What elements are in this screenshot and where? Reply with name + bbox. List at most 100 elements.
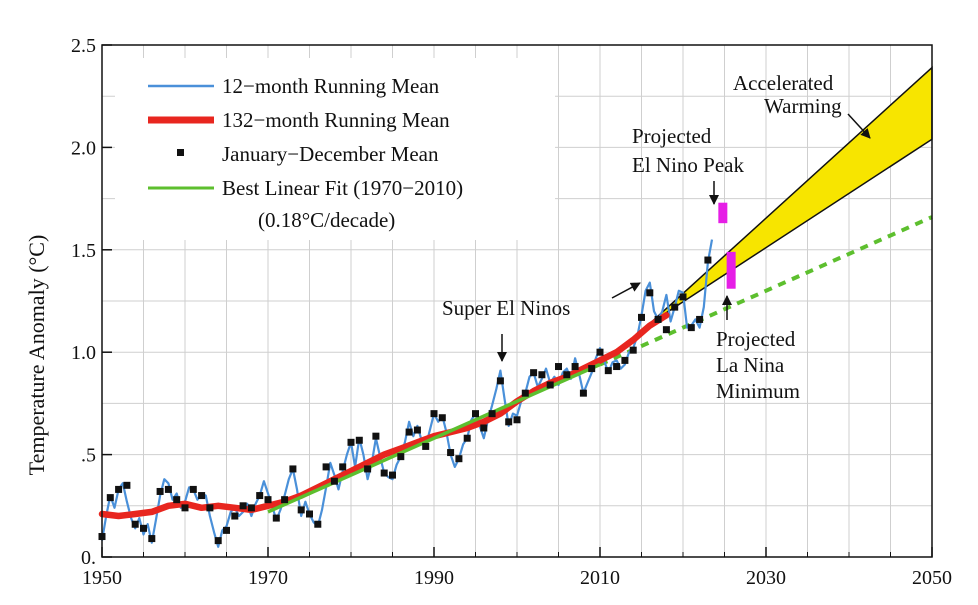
annual-point xyxy=(314,520,322,528)
projection-marker xyxy=(726,251,736,289)
annual-point xyxy=(422,442,430,450)
linear-projection-line xyxy=(599,215,933,367)
annual-point xyxy=(189,485,197,493)
annual-point xyxy=(596,348,604,356)
markers xyxy=(718,202,736,289)
arrow-accelerated xyxy=(847,113,871,139)
annual-point xyxy=(264,496,272,504)
annual-point xyxy=(463,434,471,442)
annual-point xyxy=(579,389,587,397)
annual-point xyxy=(405,428,413,436)
annual-point xyxy=(173,496,181,504)
annotation-la-nina-line3: Minimum xyxy=(716,379,800,403)
annual-point xyxy=(231,512,239,520)
annotation-accelerated-line1: Accelerated xyxy=(733,71,834,95)
annual-point xyxy=(198,492,206,500)
annual-point xyxy=(372,432,380,440)
y-tick-label: 1.0 xyxy=(71,342,96,364)
annual-point xyxy=(272,514,280,522)
annual-point xyxy=(297,506,305,514)
x-tick-label: 2010 xyxy=(580,567,620,589)
y-tick-label: 2.5 xyxy=(71,35,96,57)
annual-point xyxy=(687,324,695,332)
annual-point xyxy=(256,492,264,500)
legend: 12−month Running Mean 132−month Running … xyxy=(115,58,555,240)
annual-point xyxy=(513,416,521,424)
annual-point xyxy=(438,414,446,422)
annual-point xyxy=(480,424,488,432)
y-tick-label: .5 xyxy=(81,445,96,467)
annual-point xyxy=(115,485,123,493)
legend-label-running132: 132−month Running Mean xyxy=(222,108,450,132)
annual-point xyxy=(181,504,189,512)
annual-point xyxy=(289,465,297,473)
annotation-la-nina-line1: Projected xyxy=(716,327,796,351)
x-tick-label: 2030 xyxy=(746,567,786,589)
annual-point xyxy=(156,487,164,495)
y-tick-label: 0. xyxy=(81,547,96,569)
annual-point xyxy=(148,535,156,543)
annual-point xyxy=(704,256,712,264)
annual-point xyxy=(330,477,338,485)
annotations: Super El Ninos Projected El Nino Peak Pr… xyxy=(442,71,871,403)
annotation-el-nino-peak-line1: Projected xyxy=(632,124,712,148)
x-tick-label: 1950 xyxy=(82,567,122,589)
annotation-la-nina-line2: La Nina xyxy=(716,353,785,377)
annual-point xyxy=(654,315,662,323)
series-line-running12 xyxy=(100,239,714,548)
annual-point xyxy=(679,293,687,301)
annual-point xyxy=(206,504,214,512)
annual-point xyxy=(472,410,479,418)
legend-swatch-annual xyxy=(177,149,184,156)
y-tick-label: 1.5 xyxy=(71,240,96,262)
annual-point xyxy=(555,363,562,371)
annual-point xyxy=(281,496,289,504)
annual-point xyxy=(430,410,438,418)
projection-lines xyxy=(599,215,933,367)
legend-note: (0.18°C/decade) xyxy=(258,208,395,232)
annual-point xyxy=(389,471,396,479)
annual-point xyxy=(662,326,670,334)
projection-marker xyxy=(718,202,728,224)
annual-point xyxy=(455,455,463,463)
annual-point xyxy=(646,289,654,297)
annual-point xyxy=(638,313,645,321)
y-axis-label: Temperature Anomaly (°C) xyxy=(24,235,49,476)
legend-label-linear-fit: Best Linear Fit (1970−2010) xyxy=(222,176,463,200)
annual-point xyxy=(131,520,139,528)
x-tick-label: 2050 xyxy=(912,567,952,589)
annual-point xyxy=(123,481,131,489)
annual-point xyxy=(546,381,554,389)
annual-point xyxy=(629,346,637,354)
annual-point xyxy=(413,426,421,434)
annual-point xyxy=(447,449,455,457)
annotation-el-nino-peak-line2: El Nino Peak xyxy=(632,153,744,177)
y-tick-label: 2.0 xyxy=(71,137,96,159)
annual-point xyxy=(496,377,504,385)
annual-point xyxy=(488,410,496,418)
annual-point xyxy=(538,371,546,379)
series-layer xyxy=(98,239,714,548)
annual-point xyxy=(621,356,629,364)
annual-point xyxy=(214,537,222,545)
annual-point xyxy=(164,485,172,493)
annual-point xyxy=(521,389,529,397)
annotation-super-el-ninos: Super El Ninos xyxy=(442,296,570,320)
legend-label-annual: January−December Mean xyxy=(222,142,439,166)
annual-point xyxy=(347,438,355,446)
annual-point xyxy=(563,371,571,379)
series-line-linear-fit xyxy=(267,362,601,514)
x-tick-label: 1970 xyxy=(248,567,288,589)
annual-point xyxy=(247,504,255,512)
annual-point xyxy=(355,436,363,444)
annual-point xyxy=(505,418,513,426)
arrow-super-el-ninos-2016 xyxy=(611,282,641,299)
annual-point xyxy=(530,369,538,377)
x-tick-label: 1990 xyxy=(414,567,454,589)
annual-point xyxy=(696,315,704,323)
annual-point xyxy=(106,494,114,502)
annual-point xyxy=(239,502,247,510)
annual-point xyxy=(588,365,596,373)
annual-point xyxy=(364,465,372,473)
